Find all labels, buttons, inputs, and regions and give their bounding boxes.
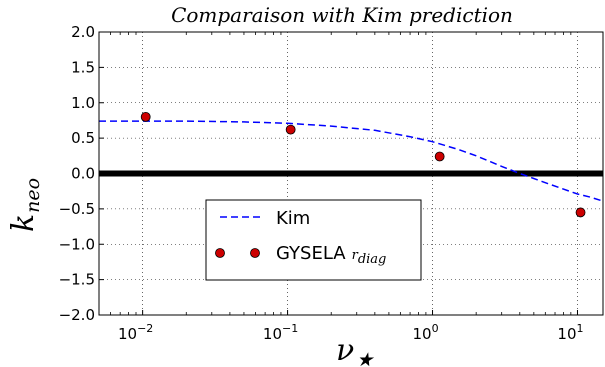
y-axis-label-main: k (6, 214, 41, 232)
y-axis-label-sub: neo (22, 178, 44, 213)
y-tick-label: −1.0 (59, 235, 95, 253)
x-tick-label: 10−2 (118, 322, 153, 343)
x-tick-label: 10−1 (263, 322, 298, 343)
legend-gysela-sub: r (352, 248, 359, 263)
x-axis-label-main: ν (336, 333, 354, 367)
legend-box (205, 199, 422, 281)
axis-ticks: 2.01.51.00.50.0−0.5−1.0−1.5−2.010−2 10−1 1… (59, 23, 584, 343)
y-tick-label: −1.5 (59, 271, 95, 289)
gysela-data-point (140, 112, 151, 122)
y-axis-label: kneo (6, 178, 44, 232)
gysela-data-point (285, 124, 296, 135)
x-tick-base: 10 (557, 325, 576, 343)
y-tick-label: 0.5 (71, 129, 95, 147)
y-tick-label: −0.5 (59, 200, 95, 218)
x-tick-exponent: −2 (137, 322, 153, 335)
y-tick-label: 2.0 (71, 23, 95, 41)
chart-title: Comparaison with Kim prediction (171, 3, 513, 27)
x-tick-base: 10 (412, 325, 431, 343)
legend-gysela-marker-2 (250, 248, 260, 258)
x-tick-base: 10 (118, 325, 137, 343)
legend-gysela-label: GYSELA rdiag (276, 243, 386, 267)
legend-kim-label: Kim (276, 208, 310, 229)
legend-gysela-sub2: diag (358, 252, 387, 267)
gysela-data-point (575, 207, 586, 218)
gysela-data-point (434, 151, 445, 162)
legend: Kim GYSELA rdiag (205, 199, 422, 281)
plot-series (99, 112, 604, 218)
y-tick-label: −2.0 (59, 306, 95, 324)
x-tick-exponent: −1 (282, 322, 298, 335)
x-tick-label: 100 (412, 322, 438, 343)
x-tick-base: 10 (263, 325, 282, 343)
x-tick-label: 101 (557, 322, 583, 343)
y-tick-label: 1.5 (71, 58, 95, 76)
legend-gysela-name: GYSELA (276, 243, 346, 264)
x-tick-exponent: 0 (432, 322, 439, 335)
y-tick-label: 0.0 (71, 165, 95, 183)
x-tick-exponent: 1 (577, 322, 584, 335)
x-axis-label: ν ★ (336, 333, 374, 367)
x-axis-label-sub: ★ (356, 349, 374, 367)
legend-gysela-marker-1 (215, 248, 225, 258)
y-tick-label: 1.0 (71, 94, 95, 112)
kim-prediction-line (99, 120, 604, 202)
